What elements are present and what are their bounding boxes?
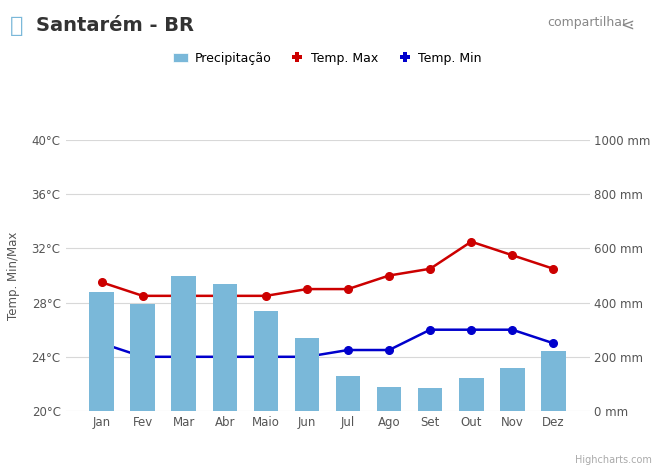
Legend: Precipitação, Temp. Max, Temp. Min: Precipitação, Temp. Max, Temp. Min — [173, 51, 482, 64]
Text: compartilhar: compartilhar — [547, 16, 627, 29]
Bar — [500, 368, 525, 411]
Bar — [459, 378, 483, 411]
Bar — [172, 276, 196, 411]
Bar — [130, 304, 155, 411]
Bar — [336, 376, 360, 411]
Bar — [295, 338, 319, 411]
Text: Highcharts.com: Highcharts.com — [575, 455, 652, 465]
Bar — [541, 351, 566, 411]
Bar — [418, 388, 443, 411]
Bar — [212, 283, 237, 411]
Bar — [377, 387, 402, 411]
Y-axis label: Temp. Min/Max: Temp. Min/Max — [7, 231, 20, 320]
Text: Santarém - BR: Santarém - BR — [36, 16, 194, 35]
Text: ⬧: ⬧ — [10, 16, 23, 36]
Bar — [253, 311, 278, 411]
Text: ⋖: ⋖ — [620, 16, 634, 35]
Bar — [89, 292, 114, 411]
